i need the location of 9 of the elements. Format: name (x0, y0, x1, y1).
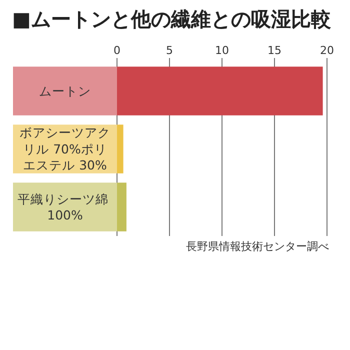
x-tick-label: 15 (268, 44, 282, 57)
y-tick-label: ムートン (39, 83, 91, 98)
text: 長野県情報技術センター調べ (186, 240, 329, 253)
x-tick-label: 10 (215, 44, 229, 57)
x-tick-label: 20 (320, 44, 334, 57)
title: ■ムートンと他の繊維との吸湿比較 (12, 7, 331, 31)
x-tick-label: 5 (166, 44, 173, 57)
y-tick-label: 平織りシーツ綿 100% (18, 191, 112, 222)
x-tick-label: 0 (114, 44, 120, 57)
